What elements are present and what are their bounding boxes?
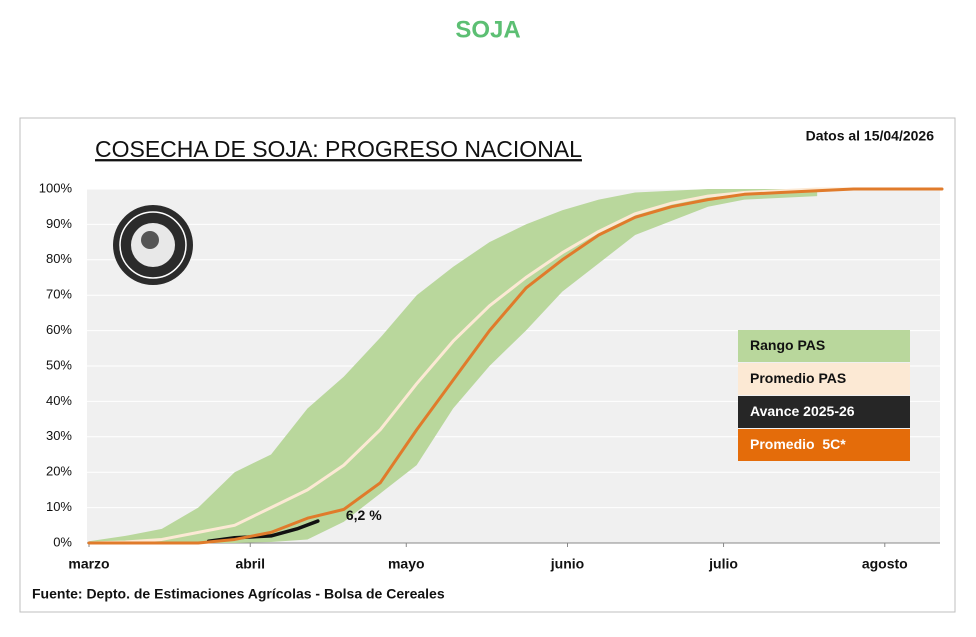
y-tick-label: 30% [46, 428, 72, 443]
chart-subtitle: Datos al 15/04/2026 [806, 128, 935, 144]
y-tick-label: 40% [46, 393, 72, 408]
series-line [87, 187, 944, 545]
y-tick-label: 100% [39, 180, 73, 195]
y-tick-label: 80% [46, 251, 72, 266]
y-tick-label: 60% [46, 322, 72, 337]
legend-swatch [738, 330, 910, 362]
plot: 0% 10% 20% 30% 40% 50% 60% 70% 80% 90% 100% marzo ab… [39, 180, 944, 572]
page-title: SOJA [455, 16, 520, 43]
logo [113, 205, 193, 285]
legend-swatch [738, 429, 910, 461]
x-tick-label: marzo [68, 556, 109, 572]
legend-label: Avance 2025-26 [750, 403, 855, 419]
range-band [89, 189, 818, 543]
source-note: Fuente: Depto. de Estimaciones Agrícolas… [32, 586, 445, 602]
y-tick-label: 50% [46, 357, 72, 372]
x-tick-label: junio [550, 556, 584, 572]
series-line [87, 187, 944, 545]
y-tick-label: 10% [46, 499, 72, 514]
x-tick-label: agosto [862, 556, 908, 572]
legend-label: Promedio PAS [750, 370, 846, 386]
x-tick-label: julio [708, 556, 738, 572]
x-tick-label: mayo [388, 556, 425, 572]
y-tick-label: 90% [46, 216, 72, 231]
chart-title: COSECHA DE SOJA: PROGRESO NACIONAL [95, 136, 582, 162]
y-tick-label: 20% [46, 464, 72, 479]
y-tick-label: 70% [46, 287, 72, 302]
data-label: 6,2 % [346, 507, 382, 523]
legend-label: Promedio 5C* [750, 436, 846, 452]
x-tick-label: abril [235, 556, 265, 572]
legend-label: Rango PAS [750, 337, 825, 353]
legend-swatch [738, 363, 910, 395]
y-tick-label: 0% [53, 534, 72, 549]
legend-swatch [738, 396, 910, 428]
